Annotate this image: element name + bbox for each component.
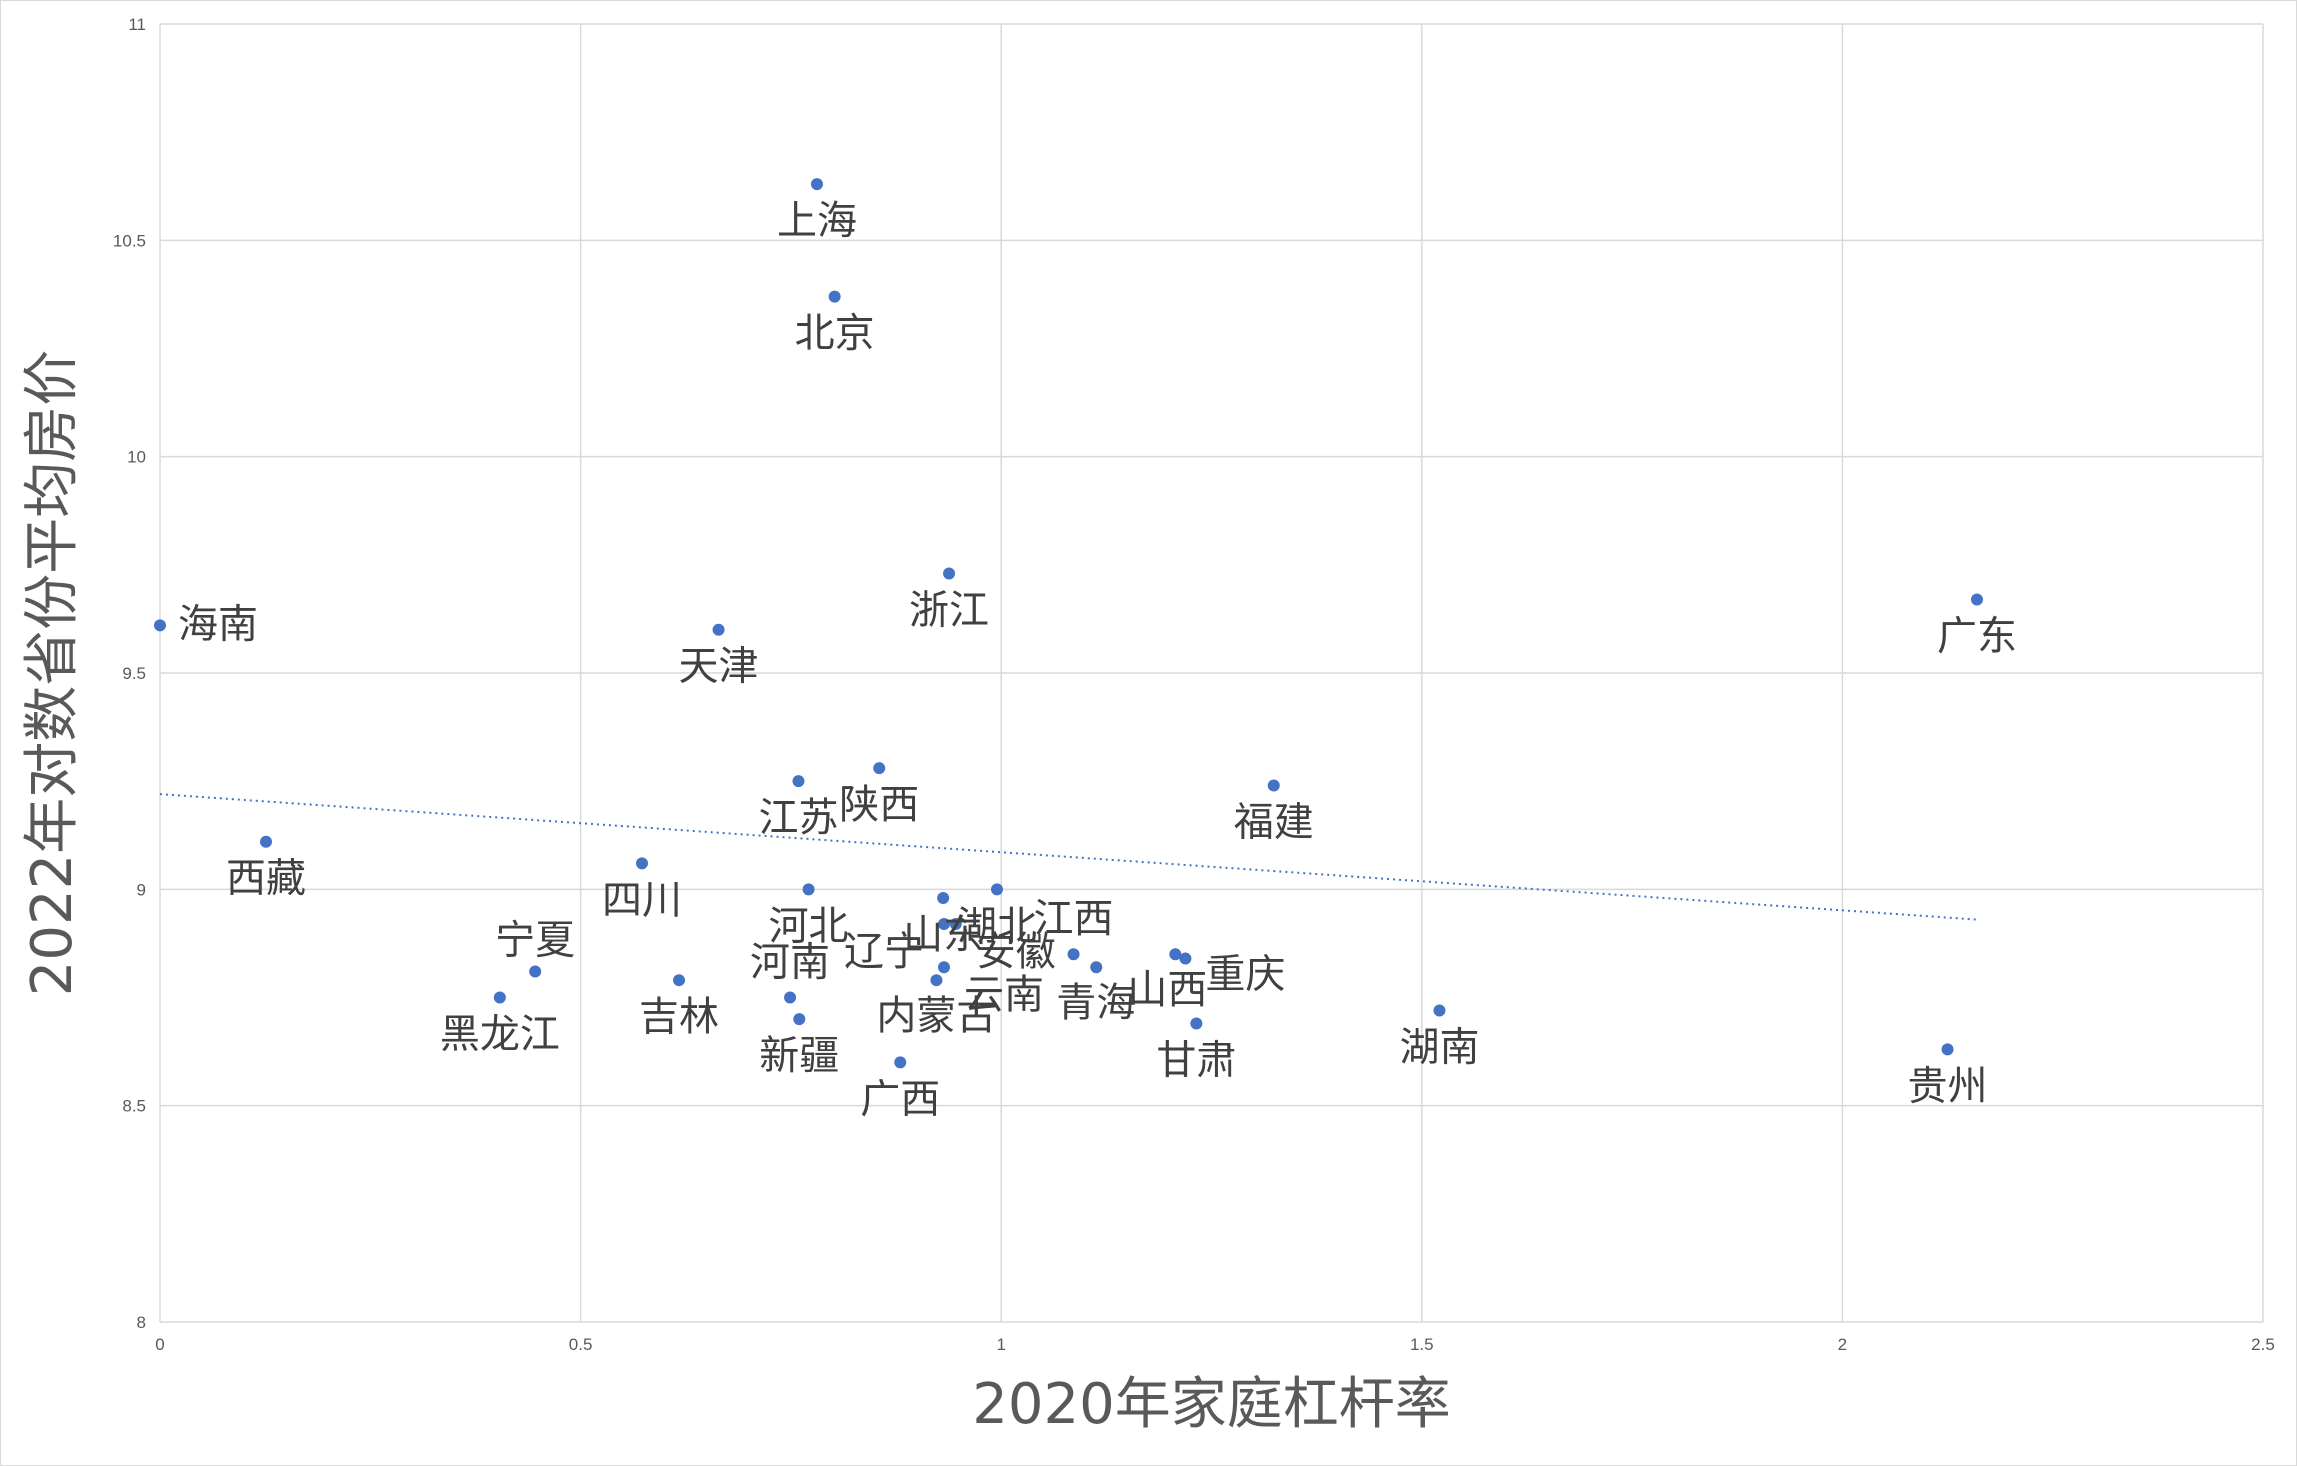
data-point: [259, 835, 272, 848]
axes: 0 0.5 1 1.5 2 2.5 8 8.5 9 9.5 10 10.5 11: [113, 15, 2275, 1354]
x-tick-label: 0.5: [569, 1335, 593, 1354]
data-points: [154, 178, 1983, 1069]
data-point: [1190, 1017, 1203, 1030]
point-label: 天津: [679, 644, 759, 690]
data-point: [1090, 961, 1103, 974]
point-label: 安徽: [976, 929, 1056, 975]
point-label: 广西: [860, 1076, 940, 1122]
point-label: 云南: [964, 972, 1044, 1018]
data-point: [792, 775, 805, 788]
point-label: 北京: [795, 311, 875, 357]
data-point: [1169, 948, 1182, 961]
point-label: 四川: [602, 877, 682, 923]
data-point: [154, 619, 166, 632]
point-label: 湖北: [957, 903, 1037, 949]
point-label: 黑龙江: [440, 1012, 560, 1058]
data-point: [949, 917, 962, 930]
point-label: 江西: [1034, 896, 1114, 942]
data-point: [937, 961, 950, 974]
data-point: [943, 567, 956, 580]
grid-lines: [159, 23, 2264, 1323]
data-point: [529, 965, 542, 978]
point-label: 新疆: [759, 1033, 839, 1079]
data-point: [937, 891, 950, 904]
x-tick-label: 0: [155, 1335, 164, 1354]
point-label: 贵州: [1908, 1063, 1988, 1109]
y-tick-label: 10.5: [113, 231, 146, 250]
point-label: 浙江: [909, 587, 989, 633]
data-point: [1267, 779, 1280, 792]
data-point: [810, 178, 823, 191]
y-axis-title: 2022年对数省份平均房价: [20, 350, 85, 997]
point-label: 内蒙古: [876, 993, 996, 1039]
x-tick-label: 2.5: [2251, 1335, 2275, 1354]
point-label: 海南: [178, 601, 258, 647]
data-point: [873, 762, 886, 775]
data-point: [493, 991, 506, 1004]
data-point: [828, 290, 841, 303]
point-label: 吉林: [639, 994, 719, 1040]
point-label: 湖南: [1399, 1024, 1479, 1070]
point-label: 山东: [903, 912, 983, 958]
data-point: [802, 883, 815, 896]
point-label: 重庆: [1205, 952, 1285, 998]
y-tick-label: 8.5: [122, 1097, 146, 1116]
y-tick-label: 9.5: [122, 664, 146, 683]
data-point: [1970, 593, 1983, 606]
data-point: [1941, 1043, 1954, 1056]
x-tick-label: 1: [996, 1335, 1005, 1354]
y-tick-label: 11: [128, 15, 146, 34]
data-point: [1179, 952, 1192, 965]
data-point: [793, 1013, 806, 1026]
x-tick-label: 2: [1838, 1335, 1847, 1354]
data-point: [937, 917, 950, 930]
point-label: 陕西: [839, 782, 919, 828]
data-point: [673, 974, 686, 987]
point-label: 西藏: [226, 856, 306, 902]
point-label: 河南: [750, 940, 830, 986]
point-label: 宁夏: [495, 918, 575, 964]
y-tick-label: 9: [137, 880, 146, 899]
point-label: 青海: [1056, 980, 1136, 1026]
point-label: 江苏: [758, 795, 838, 841]
point-label: 辽宁: [844, 929, 924, 975]
x-axis-title: 2020年家庭杠杆率: [972, 1372, 1451, 1437]
point-label: 广东: [1937, 613, 2017, 659]
data-point: [712, 623, 725, 636]
point-label: 福建: [1234, 799, 1314, 845]
point-label: 上海: [777, 198, 857, 244]
data-point: [990, 883, 1003, 896]
data-point: [636, 857, 649, 870]
point-label: 河北: [769, 903, 849, 949]
x-tick-label: 1.5: [1410, 1335, 1434, 1354]
point-label: 甘肃: [1156, 1037, 1236, 1083]
data-point: [894, 1056, 907, 1069]
y-tick-label: 10: [127, 448, 146, 467]
data-point: [1433, 1004, 1446, 1017]
data-point: [930, 974, 943, 987]
data-point: [784, 991, 797, 1004]
data-point: [1067, 948, 1080, 961]
y-tick-label: 8: [137, 1313, 146, 1332]
point-label: 山西: [1127, 967, 1207, 1013]
